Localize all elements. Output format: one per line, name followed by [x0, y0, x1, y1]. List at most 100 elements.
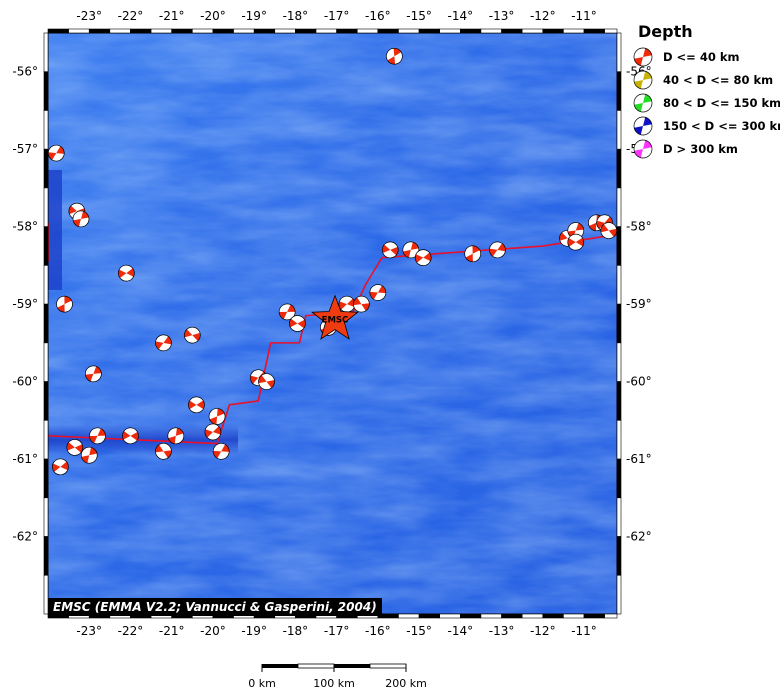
lon-tick-bottom: -17°: [324, 624, 350, 638]
legend-beachball: [633, 47, 653, 66]
lat-tick-right: -62°: [626, 530, 652, 544]
focal-mechanism: [122, 427, 139, 445]
lon-tick-top: -19°: [241, 9, 267, 23]
scale-label-200: 200 km: [385, 677, 427, 690]
focal-mechanism: [117, 264, 135, 282]
lon-tick-bottom: -15°: [406, 624, 432, 638]
trench-left-deep: [48, 170, 62, 290]
scale-seg-1: [262, 664, 298, 668]
lat-tick-left: -61°: [12, 452, 38, 466]
lat-tick-left: -59°: [12, 297, 38, 311]
lat-tick-right: -60°: [626, 375, 652, 389]
lon-tick-bottom: -14°: [448, 624, 474, 638]
focal-mechanism: [167, 427, 185, 445]
legend-beachball: [633, 116, 653, 135]
beachball-blue-icon: [633, 116, 653, 135]
lon-tick-top: -18°: [283, 9, 309, 23]
legend-item-2: 80 < D <= 150 km: [632, 91, 780, 114]
epicenter-label: EMSC: [322, 316, 349, 326]
focal-mechanism: [89, 427, 106, 445]
focal-mechanism: [464, 245, 482, 263]
legend-title: Depth: [638, 22, 693, 41]
legend-item-4: D > 300 km: [632, 137, 780, 160]
focal-mechanism: [208, 408, 226, 425]
focal-mechanism: [369, 284, 387, 301]
beachball-magenta-icon: [633, 139, 653, 158]
scale-seg-3: [334, 664, 370, 668]
focal-mechanism: [72, 210, 90, 228]
legend-beachball: [633, 93, 653, 112]
depth-legend: Depth D <= 40 km 40 < D <= 80 km 80 < D …: [632, 22, 780, 160]
lat-tick-left: -56°: [12, 65, 38, 79]
focal-mechanism: [402, 241, 420, 259]
legend-item-3: 150 < D <= 300 km: [632, 114, 780, 137]
focal-mechanism: [385, 47, 403, 65]
epicenter-marker: EMSC: [310, 294, 359, 340]
lat-tick-right: -61°: [626, 452, 652, 466]
lon-tick-bottom: -19°: [241, 624, 267, 638]
legend-item-0: D <= 40 km: [632, 45, 780, 68]
lon-tick-top: -14°: [448, 9, 474, 23]
focal-mechanism: [338, 295, 356, 313]
lon-tick-top: -17°: [324, 9, 350, 23]
lat-tick-left: -58°: [12, 220, 38, 234]
focal-mechanism: [56, 295, 73, 313]
beachball-red-icon: [633, 47, 653, 66]
beachball-yellow-icon: [633, 70, 653, 89]
focal-mechanism: [52, 458, 69, 476]
focal-mechanism: [567, 233, 585, 251]
focal-mechanism: [48, 144, 65, 162]
beachball-green-icon: [633, 93, 653, 112]
lat-tick-left: -60°: [12, 375, 38, 389]
legend-label: D <= 40 km: [663, 49, 740, 64]
scale-seg-2: [297, 663, 335, 669]
lon-tick-bottom: -13°: [489, 624, 515, 638]
lat-tick-right: -59°: [626, 297, 652, 311]
focal-mechanism: [289, 315, 306, 332]
lon-tick-top: -16°: [365, 9, 391, 23]
lon-tick-bottom: -23°: [76, 624, 102, 638]
lat-tick-left: -57°: [12, 142, 38, 156]
focal-mechanism: [212, 442, 230, 460]
scale-label-0: 0 km: [248, 677, 276, 690]
focal-mechanism: [414, 249, 432, 267]
star-icon: [310, 294, 359, 340]
lon-tick-bottom: -21°: [159, 624, 185, 638]
lon-tick-bottom: -18°: [283, 624, 309, 638]
focal-mechanism: [258, 373, 275, 390]
lat-tick-left: -62°: [12, 530, 38, 544]
focal-mechanism: [600, 222, 617, 239]
map-area: EMSC: [48, 33, 617, 614]
focal-mechanism: [489, 241, 506, 259]
legend-label: 80 < D <= 150 km: [663, 95, 780, 110]
legend-label: D > 300 km: [663, 141, 738, 156]
focal-mechanism: [80, 446, 98, 464]
lon-tick-top: -11°: [571, 9, 597, 23]
focal-mechanism: [155, 334, 172, 352]
lon-tick-top: -20°: [200, 9, 226, 23]
focal-mechanism: [204, 423, 222, 441]
scale-label-100: 100 km: [313, 677, 355, 690]
focal-mechanism: [188, 396, 205, 414]
lon-tick-top: -13°: [489, 9, 515, 23]
focal-mechanism: [381, 241, 399, 259]
lon-tick-top: -15°: [406, 9, 432, 23]
scale-bar: 0 km 100 km 200 km: [248, 663, 427, 690]
map-credit: EMSC (EMMA V2.2; Vannucci & Gasperini, 2…: [48, 598, 382, 616]
lon-tick-bottom: -11°: [571, 624, 597, 638]
focal-mechanism: [278, 303, 296, 321]
lon-tick-top: -22°: [118, 9, 144, 23]
lon-tick-top: -12°: [530, 9, 556, 23]
focal-mechanism: [353, 295, 370, 313]
lon-tick-bottom: -12°: [530, 624, 556, 638]
lon-tick-bottom: -22°: [118, 624, 144, 638]
lon-tick-top: -23°: [76, 9, 102, 23]
lon-tick-bottom: -16°: [365, 624, 391, 638]
legend-beachball: [633, 70, 653, 89]
legend-item-1: 40 < D <= 80 km: [632, 68, 780, 91]
legend-label: 40 < D <= 80 km: [663, 72, 774, 87]
lon-tick-top: -21°: [159, 9, 185, 23]
focal-mechanisms: [48, 47, 617, 476]
scale-seg-4: [369, 663, 407, 669]
